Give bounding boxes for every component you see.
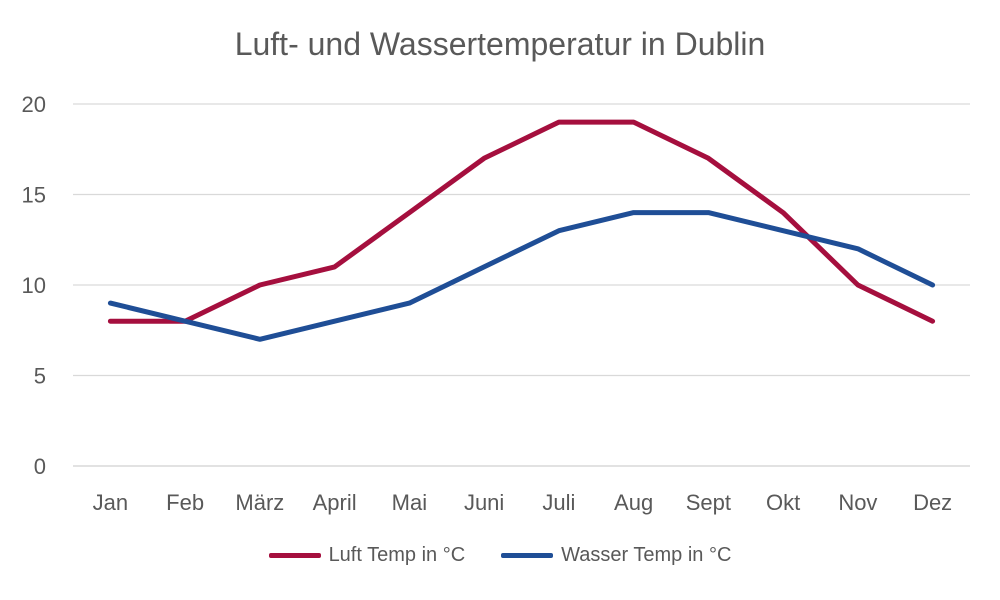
y-tick-label: 10: [22, 273, 46, 298]
series-line-luft: [107, 119, 936, 324]
legend-item-luft: Luft Temp in °C: [268, 544, 466, 567]
x-tick-label: Jan: [93, 490, 128, 515]
legend: Luft Temp in °C Wasser Temp in °C: [0, 544, 1000, 567]
y-axis-tick-labels: 0 5 10 15 20: [22, 92, 46, 479]
legend-label-wasser: Wasser Temp in °C: [561, 544, 732, 566]
x-tick-label: Juni: [464, 490, 504, 515]
y-tick-label: 0: [34, 454, 46, 479]
y-tick-label: 20: [22, 92, 46, 117]
x-tick-label: Aug: [614, 490, 653, 515]
legend-swatch-luft: [268, 553, 321, 558]
gridlines: [73, 103, 970, 467]
x-tick-label: Feb: [166, 490, 204, 515]
x-tick-label: Nov: [838, 490, 877, 515]
x-axis-tick-labels: Jan Feb März April Mai Juni Juli Aug Sept Okt Nov D…: [93, 490, 953, 515]
x-tick-label: Mai: [392, 490, 427, 515]
y-tick-label: 15: [22, 183, 46, 208]
series-lines: [107, 119, 936, 342]
legend-swatch-wasser: [501, 553, 554, 558]
x-tick-label: Juli: [542, 490, 575, 515]
x-tick-label: Dez: [913, 490, 952, 515]
x-tick-label: März: [235, 490, 284, 515]
chart-title: Luft- und Wassertemperatur in Dublin: [234, 26, 766, 62]
legend-label-luft: Luft Temp in °C: [328, 544, 466, 566]
x-tick-label: Sept: [686, 490, 731, 515]
series-line-wasser: [107, 210, 936, 342]
y-tick-label: 5: [34, 364, 46, 389]
legend-item-wasser: Wasser Temp in °C: [501, 544, 731, 567]
x-tick-label: Okt: [766, 490, 800, 515]
x-tick-label: April: [313, 490, 357, 515]
